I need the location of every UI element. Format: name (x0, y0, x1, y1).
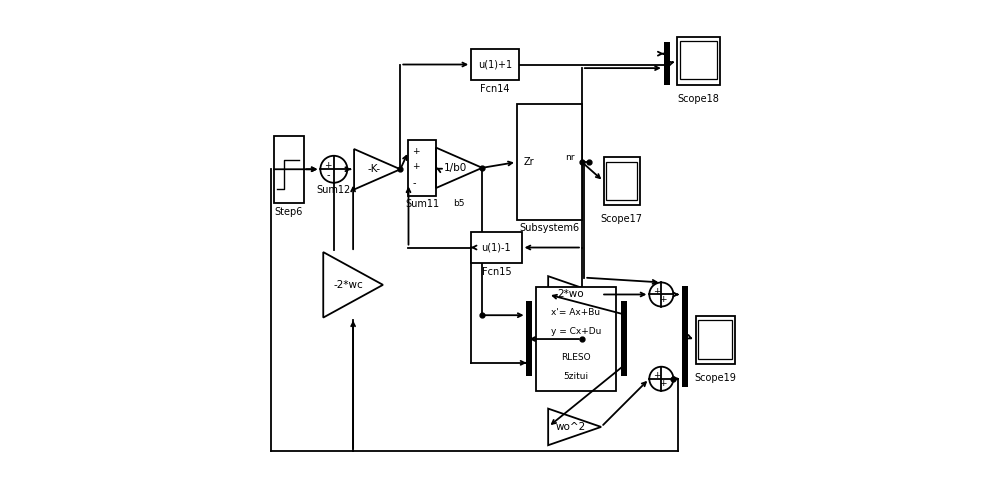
Text: +: + (324, 161, 332, 170)
Text: y = Cx+Du: y = Cx+Du (551, 327, 601, 336)
Text: x'= Ax+Bu: x'= Ax+Bu (551, 308, 600, 316)
FancyBboxPatch shape (664, 42, 670, 85)
Text: +: + (412, 162, 420, 171)
Text: -: - (326, 170, 330, 180)
Text: 5zitui: 5zitui (563, 372, 588, 381)
FancyBboxPatch shape (526, 301, 532, 376)
FancyBboxPatch shape (517, 104, 582, 220)
Text: -2*wc: -2*wc (334, 280, 364, 290)
Text: Fcn15: Fcn15 (482, 267, 511, 277)
Text: nr: nr (565, 153, 575, 162)
FancyBboxPatch shape (604, 157, 640, 205)
FancyBboxPatch shape (274, 136, 304, 203)
FancyBboxPatch shape (471, 49, 519, 80)
Text: Step6: Step6 (274, 207, 303, 217)
FancyBboxPatch shape (677, 37, 720, 85)
Text: +: + (653, 371, 660, 380)
FancyBboxPatch shape (696, 316, 735, 364)
Text: -: - (412, 179, 416, 188)
Text: u(1)+1: u(1)+1 (478, 59, 512, 70)
Text: b5: b5 (453, 199, 465, 208)
FancyBboxPatch shape (621, 301, 627, 376)
FancyBboxPatch shape (471, 232, 522, 263)
Text: Subsystem6: Subsystem6 (519, 224, 579, 233)
Text: 2*wo: 2*wo (557, 289, 584, 299)
FancyBboxPatch shape (536, 287, 616, 391)
Text: wo^2: wo^2 (556, 422, 586, 432)
Text: Scope17: Scope17 (601, 214, 643, 224)
Text: u(1)-1: u(1)-1 (482, 242, 511, 253)
Text: 1/b0: 1/b0 (444, 163, 467, 173)
Text: +: + (653, 286, 660, 296)
Text: Scope19: Scope19 (694, 373, 736, 383)
FancyBboxPatch shape (680, 41, 717, 79)
FancyBboxPatch shape (606, 161, 637, 199)
Text: +: + (659, 379, 666, 388)
Text: Fcn14: Fcn14 (480, 84, 510, 94)
FancyBboxPatch shape (408, 141, 436, 196)
Text: Scope18: Scope18 (677, 94, 719, 104)
Text: Sum12: Sum12 (317, 185, 351, 195)
FancyBboxPatch shape (698, 321, 732, 358)
FancyBboxPatch shape (682, 286, 688, 387)
Text: RLESO: RLESO (561, 353, 591, 362)
Text: Sum11: Sum11 (405, 199, 440, 210)
Text: +: + (659, 295, 666, 304)
Text: -K-: -K- (367, 164, 380, 174)
Text: +: + (412, 147, 420, 156)
Text: Zr: Zr (524, 157, 535, 167)
